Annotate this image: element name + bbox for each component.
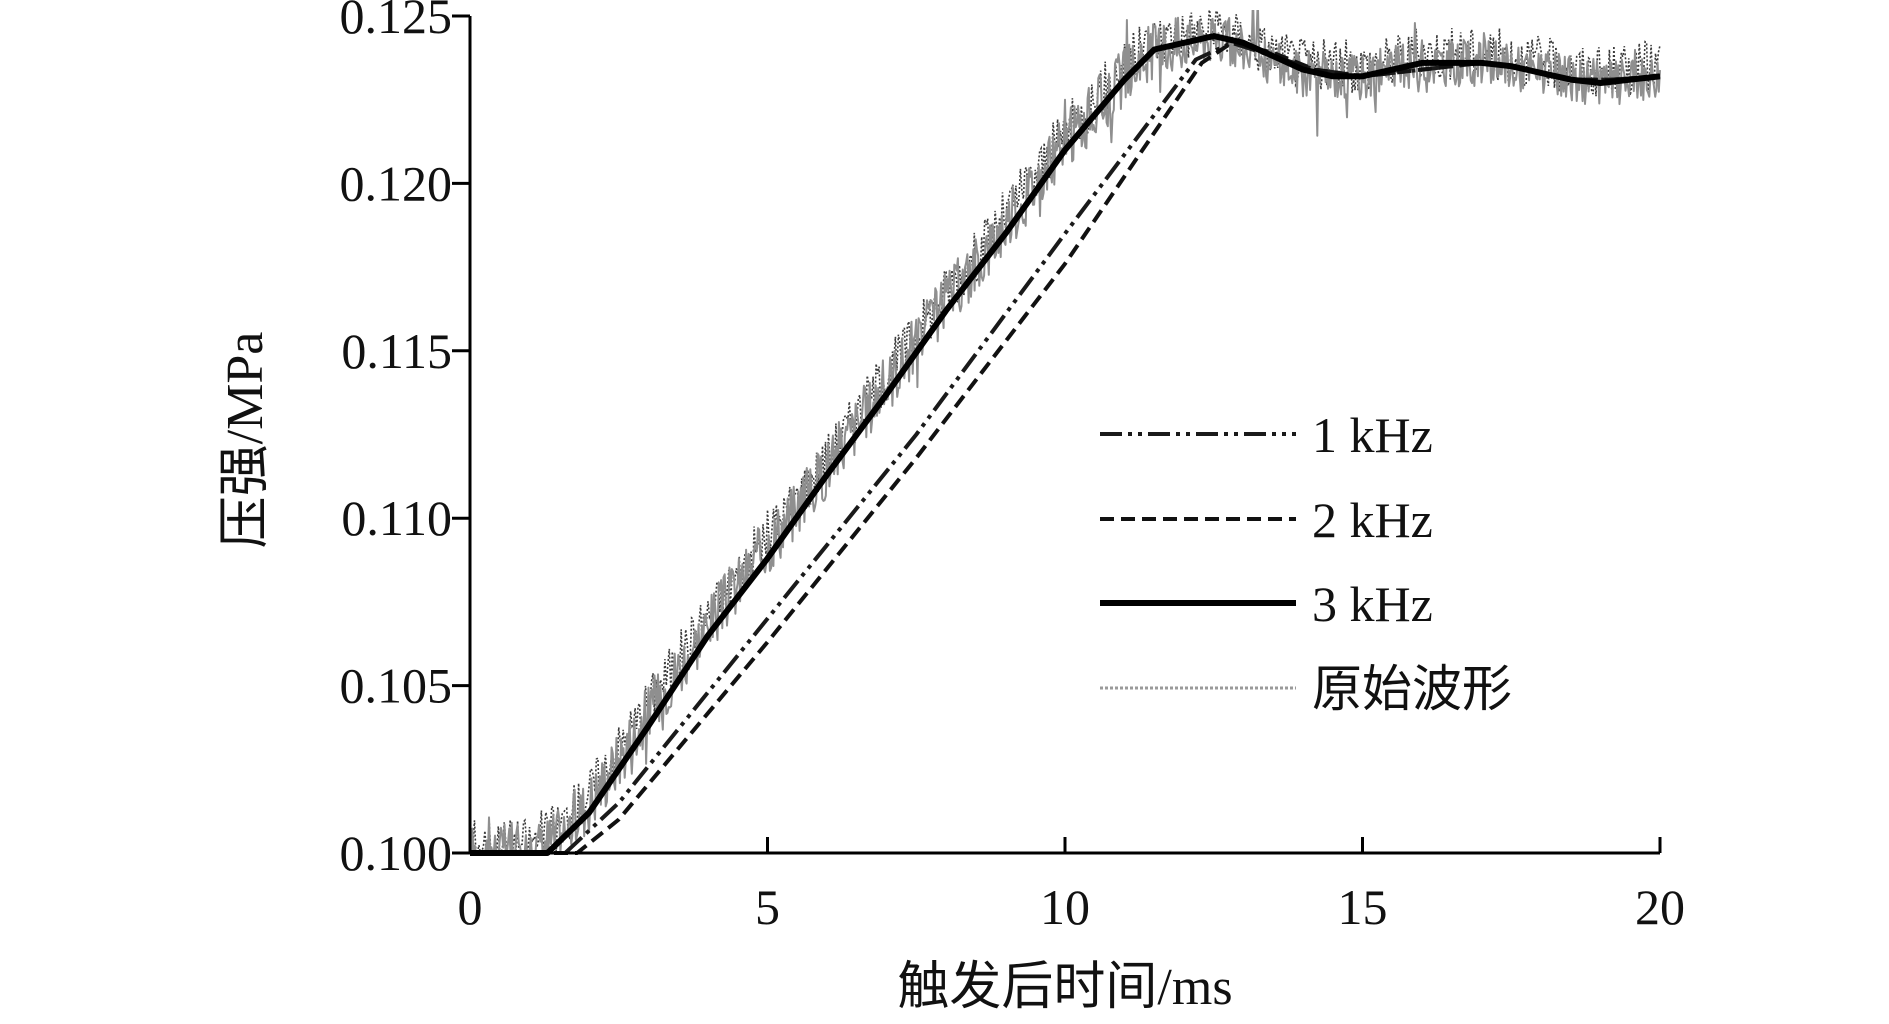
legend-label: 3 kHz (1312, 576, 1433, 632)
x-tick-label: 15 (1338, 879, 1388, 935)
y-tick-label: 0.125 (340, 0, 453, 44)
y-tick-label: 0.115 (341, 323, 452, 379)
y-tick-label: 0.105 (340, 658, 453, 714)
legend: 1 kHz 2 kHz 3 kHz 原始波形 (1100, 407, 1512, 717)
legend-label: 1 kHz (1312, 407, 1433, 463)
x-tick-label: 5 (755, 879, 780, 935)
x-tick-label: 0 (458, 879, 483, 935)
legend-label: 原始波形 (1312, 661, 1512, 717)
tick-layer: 0 5 10 15 20 0.100 0.105 0.110 0.115 0.120 0.125 (340, 0, 1686, 935)
x-tick-label: 10 (1040, 879, 1090, 935)
y-tick-label: 0.120 (340, 155, 453, 211)
series-line-3-kHz (470, 33, 1661, 856)
x-axis-title: 触发后时间/ms (897, 959, 1232, 1016)
series-raw-waveform-trace (469, 10, 1661, 855)
y-tick-label: 0.110 (341, 490, 452, 546)
x-tick-label: 20 (1635, 879, 1685, 935)
legend-label: 2 kHz (1312, 492, 1433, 548)
series-layer (469, 10, 1661, 856)
y-tick-label: 0.100 (340, 825, 453, 881)
y-axis-title: 压强/MPa (217, 332, 274, 549)
